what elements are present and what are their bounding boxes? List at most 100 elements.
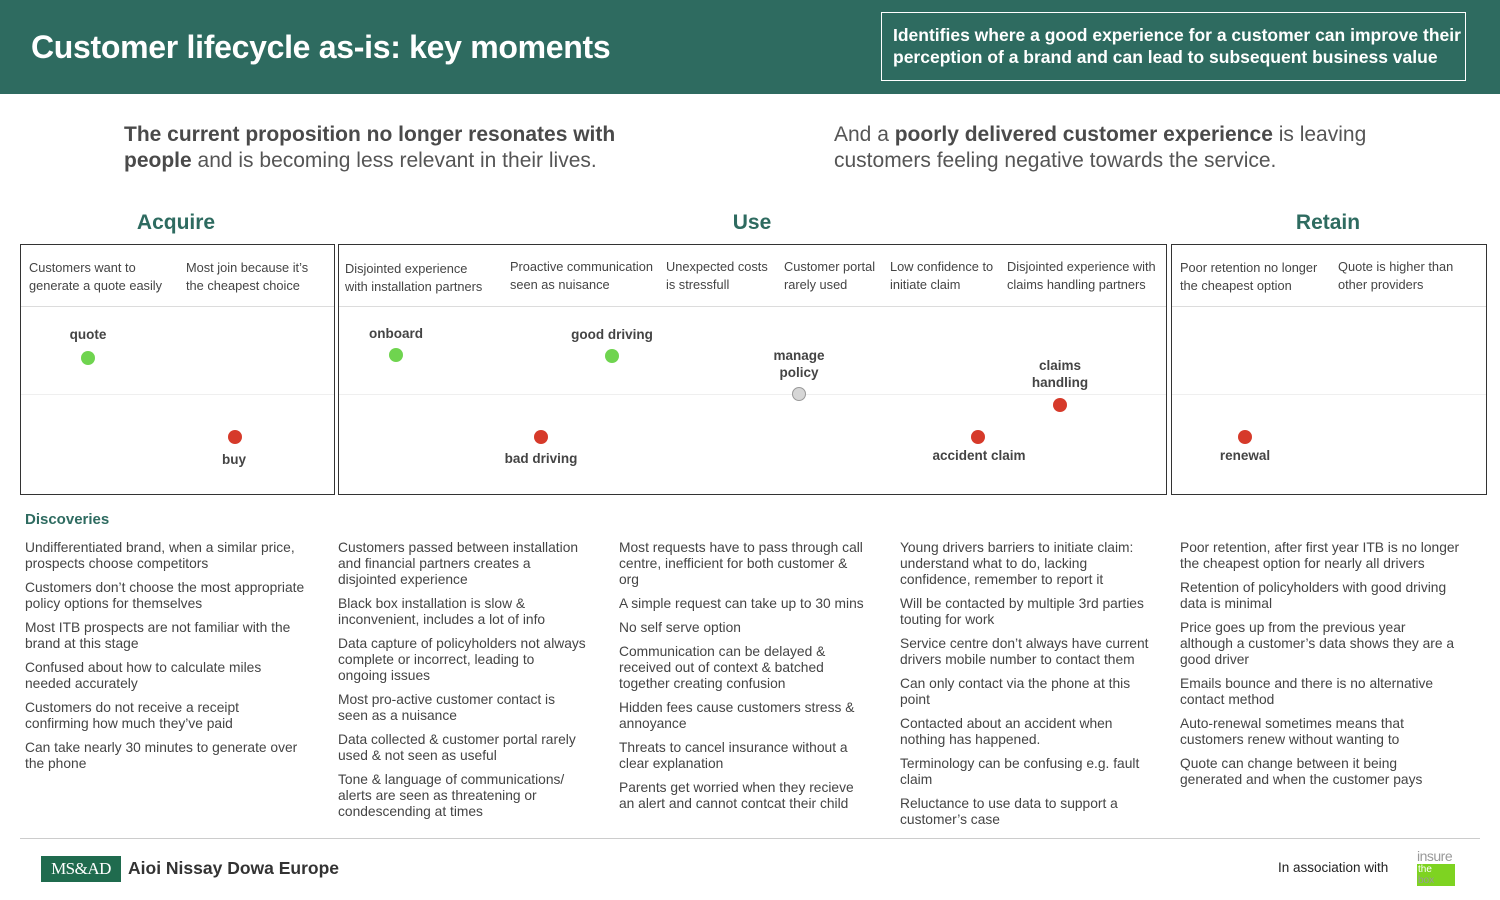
page-title: Customer lifecycle as-is: key moments [31,29,611,65]
discovery-line: Reluctance to use data to support a [900,796,1118,811]
lead-right-text-1b: is leaving [1272,123,1367,146]
discovery-line: Can take nearly 30 minutes to generate o… [25,740,298,755]
lead-left-bold-1: The current proposition no longer resona… [124,123,616,146]
discovery-item: Auto-renewal sometimes means that custome… [1180,716,1459,748]
lead-left-text-2: and is becoming less relevant in their l… [191,149,597,172]
discoveries-title: Discoveries [25,511,110,528]
header-callout-line: Identifies where a good experience for a… [893,25,1461,45]
discovery-line: touting for work [900,612,995,627]
discovery-item: Most ITB prospects are not familiar with… [25,620,304,652]
discovery-line: customers renew without wanting to [1180,732,1400,747]
discovery-item: Communication can be delayed & received o… [619,644,864,692]
stage-title-retain: Retain [1295,211,1361,234]
touchpoint-label-good-driving: good driving [571,327,653,342]
discovery-line: Data capture of policyholders not always [338,636,586,651]
moment-card: Customers want to generate a quote easil… [29,259,162,295]
discovery-line: Terminology can be confusing e.g. fault [900,756,1140,771]
discovery-line: generated and when the customer pays [1180,772,1423,787]
discovery-line: used & not seen as useful [338,748,497,763]
discovery-item: Most requests have to pass through call c… [619,540,864,588]
itb-logo-insure: insure [1417,848,1453,864]
moment-card: Disjointed experience with claims handli… [1007,258,1156,294]
header-callout: Identifies where a good experience for a… [881,12,1466,81]
discovery-line: prospects choose competitors [25,556,209,571]
lead-statement-left: The current proposition no longer resona… [124,122,615,174]
discovery-line: ongoing issues [338,668,431,683]
footer-divider [20,838,1480,839]
discovery-line: Contacted about an accident when [900,716,1113,731]
moment-line: other providers [1338,277,1424,292]
moment-line: Unexpected costs [666,259,768,274]
discovery-line: alerts are seen as threatening or [338,788,537,803]
msad-logo: MS&AD [41,856,121,882]
discovery-line: together creating confusion [619,676,786,691]
discovery-line: Parents get worried when they recieve [619,780,854,795]
discoveries-column-use-3: Young drivers barriers to initiate claim… [900,540,1148,836]
moment-line: Low confidence to [890,259,994,274]
discovery-line: point [900,692,930,707]
discovery-item: Hidden fees cause customers stress & anno… [619,700,864,732]
moment-line: rarely used [784,277,848,292]
panel-divider [1172,306,1486,307]
touchpoint-dot-manage-policy [792,387,806,401]
discovery-item: Data capture of policyholders not always… [338,636,586,684]
discovery-line: seen as a nuisance [338,708,457,723]
moment-line: Disjointed experience [345,261,468,276]
discovery-line: confidence, remember to report it [900,572,1104,587]
discovery-item: Customers don’t choose the most appropri… [25,580,304,612]
company-name: Aioi Nissay Dowa Europe [128,858,340,878]
touchpoint-label-onboard: onboard [369,326,423,341]
panel-midline [1172,394,1486,395]
panel-divider [339,306,1166,307]
discovery-line: Customers do not receive a receipt [25,700,239,715]
discovery-line: the cheapest option for nearly all drive… [1180,556,1425,571]
discovery-line: inconvenient, includes a lot of info [338,612,546,627]
discovery-line: confirming how much they’ve paid [25,716,233,731]
touchpoint-dot-bad-driving [534,430,548,444]
discovery-item: Poor retention, after first year ITB is … [1180,540,1459,572]
moment-line: claims handling partners [1007,277,1146,292]
itb-logo-square [1417,864,1455,886]
lead-right-text-1: And a [834,123,895,146]
stage-panel-retain: Poor retention no longer the cheapest op… [1171,244,1487,495]
touchpoint-label-buy: buy [221,452,247,467]
association-text: In association with [1278,860,1389,875]
discovery-line: contact method [1180,692,1275,707]
discovery-line: Emails bounce and there is no alternativ… [1180,676,1434,691]
discovery-line: centre, inefficient for both customer & [619,556,848,571]
panel-midline [339,394,1166,395]
discovery-line: complete or incorrect, leading to [338,652,535,667]
discovery-line: disjointed experience [338,572,468,587]
moment-card: Poor retention no longer the cheapest op… [1180,259,1317,295]
discovery-line: condescending at times [338,804,483,819]
discovery-item: Tone & language of communications/alerts… [338,772,586,820]
discovery-item: Emails bounce and there is no alternativ… [1180,676,1459,708]
discovery-item: Retention of policyholders with good dri… [1180,580,1459,612]
discovery-line: Data collected & customer portal rarely [338,732,576,747]
discoveries-column-retain: Poor retention, after first year ITB is … [1180,540,1459,796]
lead-statement-right: And a poorly delivered customer experien… [834,122,1366,174]
touchpoint-label-manage-policy: manage policy [773,348,825,380]
discovery-line: Quote can change between it being [1180,756,1398,771]
touchpoint-label-claims-handling: claims handling [1031,358,1089,390]
touchpoint-dot-good-driving [605,349,619,363]
stage-title-use: Use [732,211,772,234]
stage-panel-use: Disjointed experience with installation … [338,244,1167,495]
header-banner: Customer lifecycle as-is: key moments Id… [0,0,1500,94]
moment-card: Quote is higher than other providers [1338,258,1453,294]
itb-logo-box: box [1418,875,1435,886]
insure-the-box-logo: insure the box [1417,849,1457,887]
discovery-line: Customers passed between installation [338,540,579,555]
lead-right-bold-1: poorly delivered customer experience [894,123,1273,146]
discovery-line: annoyance [619,716,687,731]
discovery-item: Service centre don’t always have current… [900,636,1148,668]
moment-line: Most join because it’s [186,260,309,275]
discovery-line: Customers don’t choose the most appropri… [25,580,305,595]
discovery-line: received out of context & batched [619,660,824,675]
moment-line: the cheapest option [1180,278,1292,293]
discovery-line: the phone [25,756,87,771]
discovery-item: Can only contact via the phone at this po… [900,676,1148,708]
discovery-item: Quote can change between it being generat… [1180,756,1459,788]
discovery-line: customer’s case [900,812,1000,827]
discovery-item: Customers passed between installation and… [338,540,586,588]
